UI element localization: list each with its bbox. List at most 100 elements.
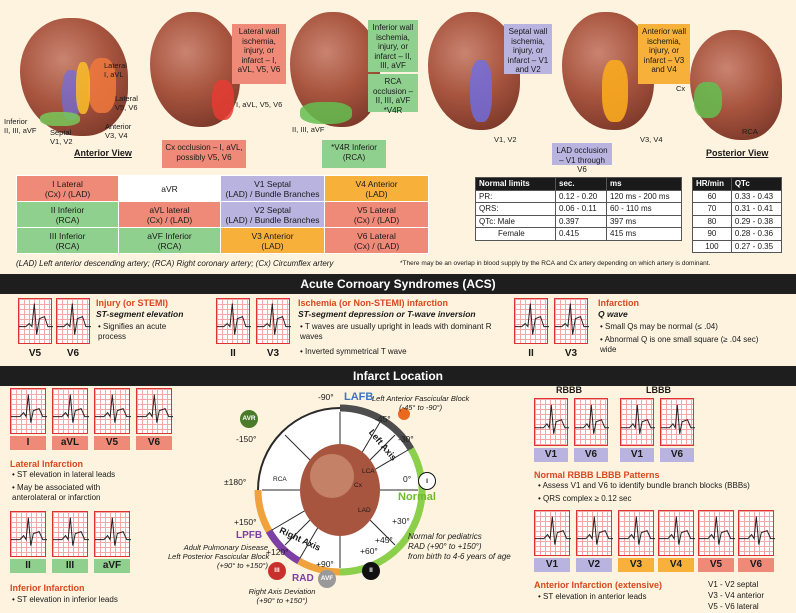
ecg-trace xyxy=(57,303,91,335)
lpfb-description: Adult Pulmonary Disease Left Posterior F… xyxy=(168,543,270,570)
table-row: 100 0.27 - 0.35 xyxy=(692,239,783,253)
ecg-strip-bbb xyxy=(660,398,695,446)
table-cell: 0.415 xyxy=(555,227,607,241)
ischemia-title: Ischemia (or Non-STEMI) infarction xyxy=(298,298,449,308)
degree-label: 0° xyxy=(403,474,412,484)
ecg-trace xyxy=(739,516,775,545)
ecg-strip-st-depression xyxy=(216,298,251,344)
septal-region xyxy=(470,60,492,122)
ecg-strip-lateral xyxy=(136,388,173,434)
ecg-trace xyxy=(19,303,53,335)
lead-label: V6 xyxy=(660,448,694,462)
qtc-table: HR/min QTc 60 0.33 - 0.43 70 0.31 - 0.41 8… xyxy=(692,177,783,253)
inferior-bullet: ST elevation in inferior leads xyxy=(12,595,182,605)
ecg-strip-inferior xyxy=(10,511,47,557)
ecg-strip-inferior xyxy=(52,511,89,557)
table-cell: 70 xyxy=(692,202,732,216)
anterior-infarction-title: Anterior Infarction (extensive) xyxy=(534,580,663,590)
lafb-label: LAFB xyxy=(344,391,374,403)
lpfb-arc xyxy=(265,529,301,565)
injury-subtitle: ST-segment elevation xyxy=(96,309,184,319)
ecg-trace xyxy=(11,517,47,546)
anterior-view-title: Anterior View xyxy=(74,148,132,158)
vessel-label-cx: Cx xyxy=(354,482,362,489)
badge-avr: AVR xyxy=(240,410,258,428)
ecg-strip-anterior xyxy=(738,510,775,556)
ecg-strip-anterior xyxy=(576,510,613,556)
overlap-note: *There may be an overlap in blood supply… xyxy=(400,260,711,267)
callout-cx-occlusion: Cx occlusion – I, aVL, possibly V5, V6 xyxy=(162,140,246,168)
table-cell: 0.31 - 0.41 xyxy=(730,202,783,216)
lead-cell: V2 Septal (LAD) / Bundle Branches xyxy=(220,201,325,228)
lead-cell: III Inferior (RCA) xyxy=(16,227,119,254)
lpfb-label: LPFB xyxy=(236,530,263,541)
ecg-strip-anterior xyxy=(658,510,695,556)
ecg-strip-lateral xyxy=(52,388,89,434)
lateral-bullet: May be associated with anterolateral or … xyxy=(12,483,142,503)
table-cell: 0.12 - 0.20 xyxy=(555,189,607,203)
table-cell: 100 xyxy=(692,239,732,253)
anterior-key-1: V1 - V2 septal xyxy=(708,580,759,589)
lead-territory-table: I Lateral (Cx) / (LAD) aVR V1 Septal (LAD)… xyxy=(16,175,429,254)
ecg-strip-st-elevation xyxy=(56,298,91,344)
table-row: 80 0.29 - 0.38 xyxy=(692,214,783,228)
table-cell: 60 - 110 ms xyxy=(605,202,683,216)
ecg-trace xyxy=(515,303,549,335)
degree-label: ±180° xyxy=(224,477,247,487)
infarct-section-title: Infarct Location xyxy=(0,366,796,386)
rbbb-label: RBBB xyxy=(556,385,582,395)
lead-label: V3 xyxy=(618,558,654,572)
ecg-trace xyxy=(535,516,571,545)
infarction-bullet: Small Qs may be normal (≤ .04) xyxy=(600,322,780,332)
ecg-strip-st-elevation xyxy=(18,298,53,344)
ecg-trace xyxy=(95,517,131,546)
lead-cell: II Inferior (RCA) xyxy=(16,201,119,228)
table-cell: 0.27 - 0.35 xyxy=(730,239,783,253)
label-lateral-v5v6: Lateral V5, V6 xyxy=(115,94,138,112)
lateral-region xyxy=(88,58,116,113)
axis-wheel-graphic xyxy=(254,404,426,576)
badge-lead-ii: II xyxy=(362,562,380,580)
callout-anterior-wall: Anterior wall ischemia, injury, or infar… xyxy=(638,24,690,84)
lead-label: V3 xyxy=(564,348,578,359)
table-cell: 397 ms xyxy=(605,214,683,228)
header-cell: QTc xyxy=(730,177,783,191)
ecg-trace xyxy=(535,404,569,434)
lead-cell: aVR xyxy=(118,175,221,202)
label-cx: Cx xyxy=(676,84,686,93)
ecg-strip-t-inversion xyxy=(256,298,291,344)
ischemia-subtitle: ST-segment depression or T-wave inversio… xyxy=(298,309,476,319)
lead-cell: V6 Lateral (Cx) / (LAD) xyxy=(324,227,429,254)
table-cell: QTc: Male xyxy=(475,214,556,228)
ecg-trace xyxy=(661,404,695,434)
degree-label: +120° xyxy=(266,547,289,557)
ecg-strip-bbb xyxy=(620,398,655,446)
table-cell: 90 xyxy=(692,227,732,241)
ecg-trace xyxy=(53,394,89,423)
callout-v4r-inferior: *V4R Inferior (RCA) xyxy=(322,140,386,168)
lead-label: V3 xyxy=(266,348,280,359)
table-cell: 0.397 xyxy=(555,214,607,228)
header-cell: sec. xyxy=(555,177,607,191)
ecg-trace xyxy=(53,517,89,546)
lead-label: V1 xyxy=(534,558,570,572)
callout-rca-occlusion: RCA occlusion – II, III, aVF *V4R xyxy=(368,74,418,115)
degree-label: +45° xyxy=(375,535,393,545)
table-cell: 60 xyxy=(692,189,732,203)
acs-section-title: Acute Cornoary Syndromes (ACS) xyxy=(0,274,796,294)
lead-label: V5 xyxy=(94,436,130,450)
table-cell: 0.29 - 0.38 xyxy=(730,214,783,228)
table-cell: Female xyxy=(475,227,556,241)
left-axis-arc xyxy=(339,404,415,451)
degree-label: -45° xyxy=(375,414,391,424)
ecg-strip-inferior xyxy=(94,511,131,557)
ecg-trace xyxy=(257,303,291,335)
table-cell: QRS: xyxy=(475,202,556,216)
rad-label: RAD xyxy=(292,573,314,584)
lead-table-row: III Inferior (RCA) aVF Inferior (RCA) V3 A… xyxy=(16,227,429,254)
bbb-bullet: QRS complex ≥ 0.12 sec xyxy=(538,494,788,504)
table-row: 90 0.28 - 0.36 xyxy=(692,227,783,241)
lead-cell: aVF Inferior (RCA) xyxy=(118,227,221,254)
table-row: Female 0.415 415 ms xyxy=(475,227,683,241)
inferior-region xyxy=(40,112,80,126)
